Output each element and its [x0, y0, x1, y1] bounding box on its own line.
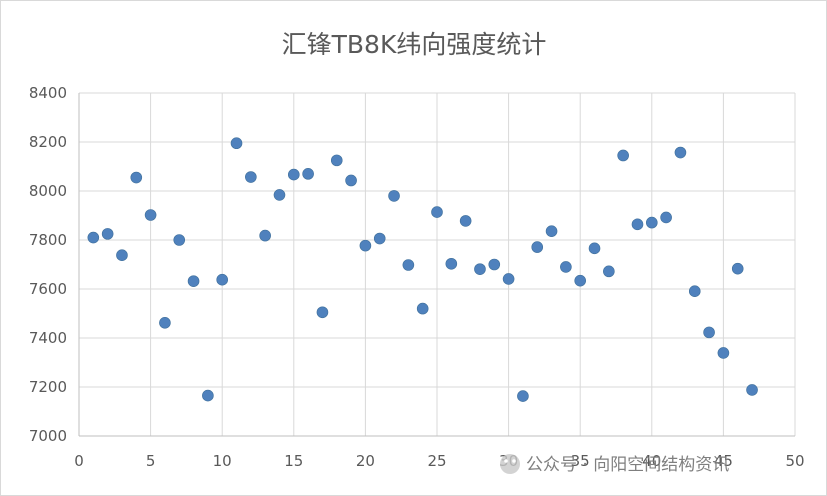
- data-point: [159, 317, 171, 329]
- data-point: [674, 146, 687, 159]
- wechat-icon-dot-left: [504, 459, 508, 463]
- x-tick-label: 10: [213, 452, 232, 470]
- data-point: [402, 259, 415, 271]
- wechat-icon: [500, 454, 520, 474]
- data-point: [144, 209, 157, 221]
- data-point: [574, 274, 587, 287]
- watermark: 公众号 · 向阳空间结构资讯: [500, 454, 729, 475]
- data-point: [631, 218, 644, 231]
- data-point: [216, 273, 228, 286]
- data-point: [603, 265, 615, 278]
- x-tick-label: 45: [714, 452, 733, 470]
- y-tick-label: 7200: [29, 378, 67, 396]
- data-point: [287, 168, 300, 181]
- x-tick-label: 5: [146, 452, 156, 470]
- data-point: [259, 229, 271, 242]
- data-point: [545, 225, 558, 237]
- data-point: [502, 273, 515, 285]
- gridlines: [78, 92, 796, 437]
- y-tick-label: 7800: [29, 231, 67, 249]
- data-point: [330, 154, 343, 167]
- data-point: [560, 261, 572, 273]
- data-point: [302, 168, 314, 180]
- x-tick-label: 50: [785, 452, 804, 470]
- data-point: [617, 149, 629, 162]
- data-point: [416, 302, 429, 315]
- data-point: [488, 258, 501, 271]
- y-tick-label: 7600: [29, 280, 67, 298]
- data-point: [187, 275, 200, 287]
- data-point: [130, 171, 143, 184]
- tick-labels: 7000 7200 7400 7600 7800 8000 8200 8400 0 5 10 15 20…: [29, 84, 805, 470]
- axes: [78, 93, 795, 437]
- data-point: [746, 384, 758, 396]
- data-point: [316, 306, 329, 319]
- data-point: [202, 389, 214, 402]
- data-point: [359, 239, 372, 252]
- data-point: [660, 211, 672, 224]
- x-tick-label: 0: [74, 452, 84, 470]
- data-point: [531, 241, 544, 253]
- chart-title: 汇锋TB8K纬向强度统计: [282, 30, 547, 59]
- y-tick-label: 8200: [29, 133, 67, 151]
- data-point: [373, 232, 386, 245]
- watermark-text: 公众号 · 向阳空间结构资讯: [526, 455, 729, 475]
- data-point: [703, 326, 715, 339]
- x-tick-label: 40: [642, 452, 661, 470]
- data-point: [388, 190, 400, 202]
- data-point: [87, 231, 100, 244]
- y-tick-label: 8000: [29, 182, 67, 200]
- data-point: [459, 215, 472, 227]
- wechat-icon-dot-right: [512, 459, 516, 463]
- x-tick-label: 35: [571, 452, 590, 470]
- data-point: [245, 171, 257, 183]
- data-point: [101, 228, 114, 240]
- data-point: [474, 263, 486, 275]
- data-point: [731, 262, 744, 275]
- data-points: [87, 137, 758, 402]
- data-point: [273, 189, 286, 201]
- x-tick-label: 25: [427, 452, 446, 470]
- data-point: [717, 347, 730, 359]
- x-tick-label: 20: [356, 452, 375, 470]
- data-point: [588, 242, 601, 255]
- data-point: [345, 174, 357, 187]
- data-point: [230, 137, 243, 150]
- y-tick-label: 7000: [29, 427, 67, 445]
- x-tick-label: 15: [284, 452, 303, 470]
- data-point: [431, 206, 443, 218]
- data-point: [645, 216, 658, 229]
- data-point: [517, 390, 529, 402]
- data-point: [116, 249, 128, 261]
- data-point: [688, 285, 701, 298]
- data-point: [445, 257, 458, 270]
- data-point: [173, 234, 186, 246]
- y-tick-label: 7400: [29, 329, 67, 347]
- y-tick-label: 8400: [29, 84, 67, 102]
